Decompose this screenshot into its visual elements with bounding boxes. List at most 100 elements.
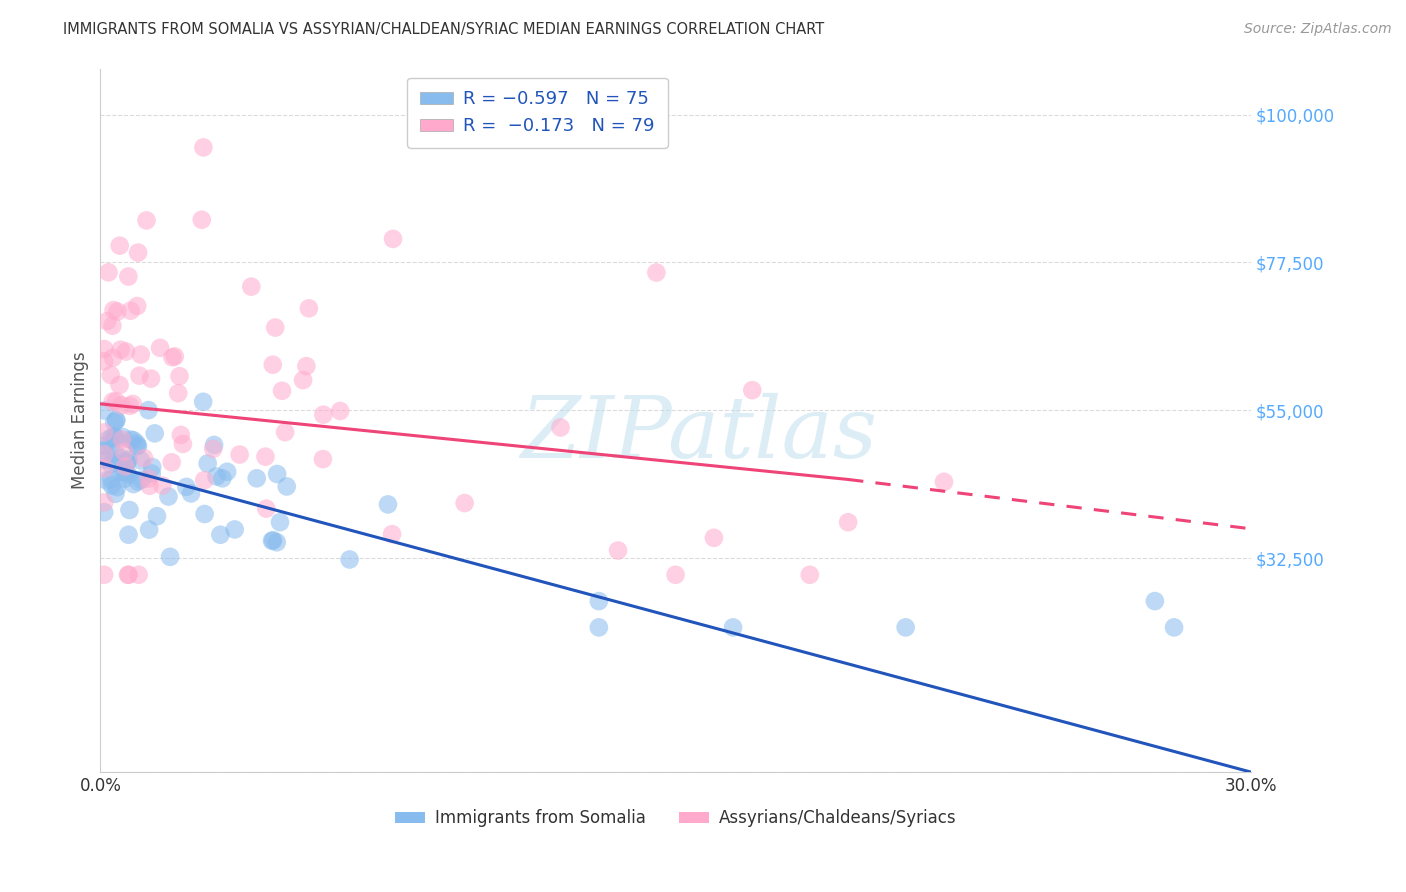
Point [93, 444, 115, 458]
Point [197, 457, 219, 471]
Point [105, 304, 128, 318]
Point [292, 373, 315, 387]
Point [664, 567, 686, 582]
Point [127, 439, 149, 453]
Point [135, 213, 157, 227]
Point [97, 433, 120, 447]
Point [117, 467, 139, 482]
Point [127, 245, 149, 260]
Text: ZIPatlas: ZIPatlas [520, 393, 877, 475]
Point [312, 408, 335, 422]
Point [117, 567, 139, 582]
Point [94, 403, 117, 417]
Point [100, 368, 122, 382]
Point [117, 567, 139, 582]
Text: IMMIGRANTS FROM SOMALIA VS ASSYRIAN/CHALDEAN/SYRIAC MEDIAN EARNINGS CORRELATION : IMMIGRANTS FROM SOMALIA VS ASSYRIAN/CHAL… [63, 22, 824, 37]
Point [105, 413, 128, 427]
Point [101, 351, 124, 365]
Point [118, 399, 141, 413]
Point [276, 479, 298, 493]
Point [205, 469, 228, 483]
Point [100, 438, 122, 452]
Point [932, 475, 955, 489]
Point [146, 509, 169, 524]
Point [131, 473, 153, 487]
Point [211, 471, 233, 485]
Point [170, 428, 193, 442]
Point [381, 527, 404, 541]
Point [117, 452, 139, 467]
Point [110, 343, 132, 357]
Point [100, 473, 122, 487]
Point [1143, 594, 1166, 608]
Point [149, 341, 172, 355]
Point [100, 457, 122, 471]
Point [377, 497, 399, 511]
Point [202, 438, 225, 452]
Point [104, 429, 127, 443]
Point [122, 477, 145, 491]
Point [121, 397, 143, 411]
Point [93, 447, 115, 461]
Point [117, 527, 139, 541]
Point [103, 303, 125, 318]
Point [96, 314, 118, 328]
Point [97, 265, 120, 279]
Point [193, 140, 215, 154]
Point [112, 445, 135, 459]
Point [180, 486, 202, 500]
Point [202, 442, 225, 456]
Point [105, 394, 128, 409]
Point [266, 467, 288, 481]
Point [110, 398, 132, 412]
Point [741, 383, 763, 397]
Point [120, 433, 142, 447]
Point [224, 523, 246, 537]
Point [193, 394, 215, 409]
Point [127, 299, 149, 313]
Point [799, 567, 821, 582]
Point [111, 465, 134, 479]
Point [93, 495, 115, 509]
Legend: Immigrants from Somalia, Assyrians/Chaldeans/Syriacs: Immigrants from Somalia, Assyrians/Chald… [388, 803, 963, 834]
Point [271, 384, 294, 398]
Point [240, 279, 263, 293]
Point [93, 505, 115, 519]
Point [194, 507, 217, 521]
Point [118, 503, 141, 517]
Point [93, 461, 115, 475]
Point [111, 433, 134, 447]
Point [152, 478, 174, 492]
Point [103, 415, 125, 429]
Point [269, 515, 291, 529]
Point [172, 437, 194, 451]
Point [104, 456, 127, 470]
Point [108, 378, 131, 392]
Point [163, 350, 186, 364]
Point [138, 403, 160, 417]
Point [312, 452, 335, 467]
Point [167, 386, 190, 401]
Point [703, 531, 725, 545]
Point [162, 351, 184, 365]
Point [101, 394, 124, 409]
Point [111, 430, 134, 444]
Point [128, 567, 150, 582]
Point [138, 479, 160, 493]
Point [193, 473, 215, 487]
Point [138, 523, 160, 537]
Point [274, 425, 297, 440]
Point [157, 490, 180, 504]
Point [93, 452, 115, 467]
Point [139, 371, 162, 385]
Point [228, 448, 250, 462]
Point [607, 543, 630, 558]
Point [190, 212, 212, 227]
Point [141, 460, 163, 475]
Point [262, 358, 284, 372]
Point [110, 451, 132, 466]
Point [127, 475, 149, 489]
Point [104, 431, 127, 445]
Point [143, 426, 166, 441]
Point [93, 439, 115, 453]
